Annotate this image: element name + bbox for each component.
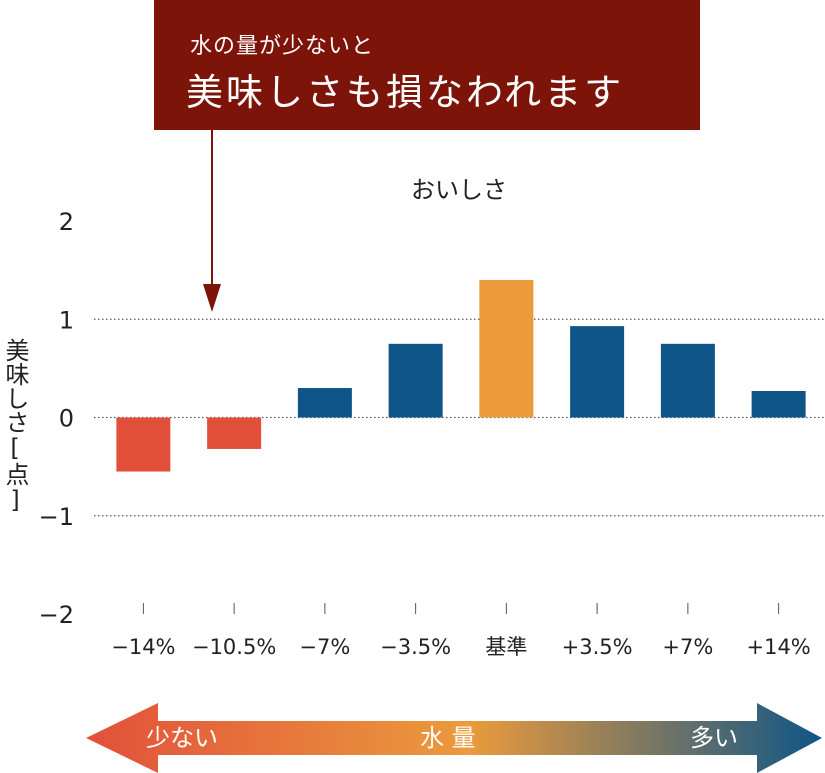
bar xyxy=(297,388,352,418)
bar xyxy=(570,326,625,418)
banner-pointer-head xyxy=(203,284,221,312)
bar xyxy=(751,390,806,418)
bar xyxy=(388,343,443,418)
scale-left-label: 少ない xyxy=(146,724,218,752)
x-tick-label: +14% xyxy=(746,635,810,659)
banner-subtitle: 水の量が少ないと xyxy=(190,34,375,59)
title-banner: 水の量が少ないと 美味しさも損なわれます xyxy=(154,0,700,130)
bar xyxy=(660,343,715,418)
banner-title: 美味しさも損なわれます xyxy=(186,71,625,114)
bar xyxy=(207,417,262,449)
x-tick-label: +3.5% xyxy=(562,635,633,659)
y-axis-label: 美味しさ[点] xyxy=(1,338,29,514)
chart-title: おいしさ xyxy=(411,176,507,204)
y-tick-label: −2 xyxy=(39,601,74,629)
scale-center-label: 水 量 xyxy=(420,724,476,752)
scale-right-label: 多い xyxy=(690,724,738,752)
bar xyxy=(479,279,534,418)
y-tick-label: 2 xyxy=(59,208,74,236)
x-tick-label: 基準 xyxy=(485,635,527,659)
x-tick-label: −10.5% xyxy=(192,635,276,659)
x-tick-label: −7% xyxy=(299,635,350,659)
y-tick-label: 1 xyxy=(59,306,74,334)
bar xyxy=(116,417,171,472)
x-tick-label: +7% xyxy=(662,635,713,659)
x-tick-label: −3.5% xyxy=(380,635,451,659)
x-tick-label: −14% xyxy=(111,635,175,659)
water-scale-arrow xyxy=(86,703,822,773)
y-tick-label: 0 xyxy=(59,405,74,433)
y-tick-label: −1 xyxy=(39,503,74,531)
